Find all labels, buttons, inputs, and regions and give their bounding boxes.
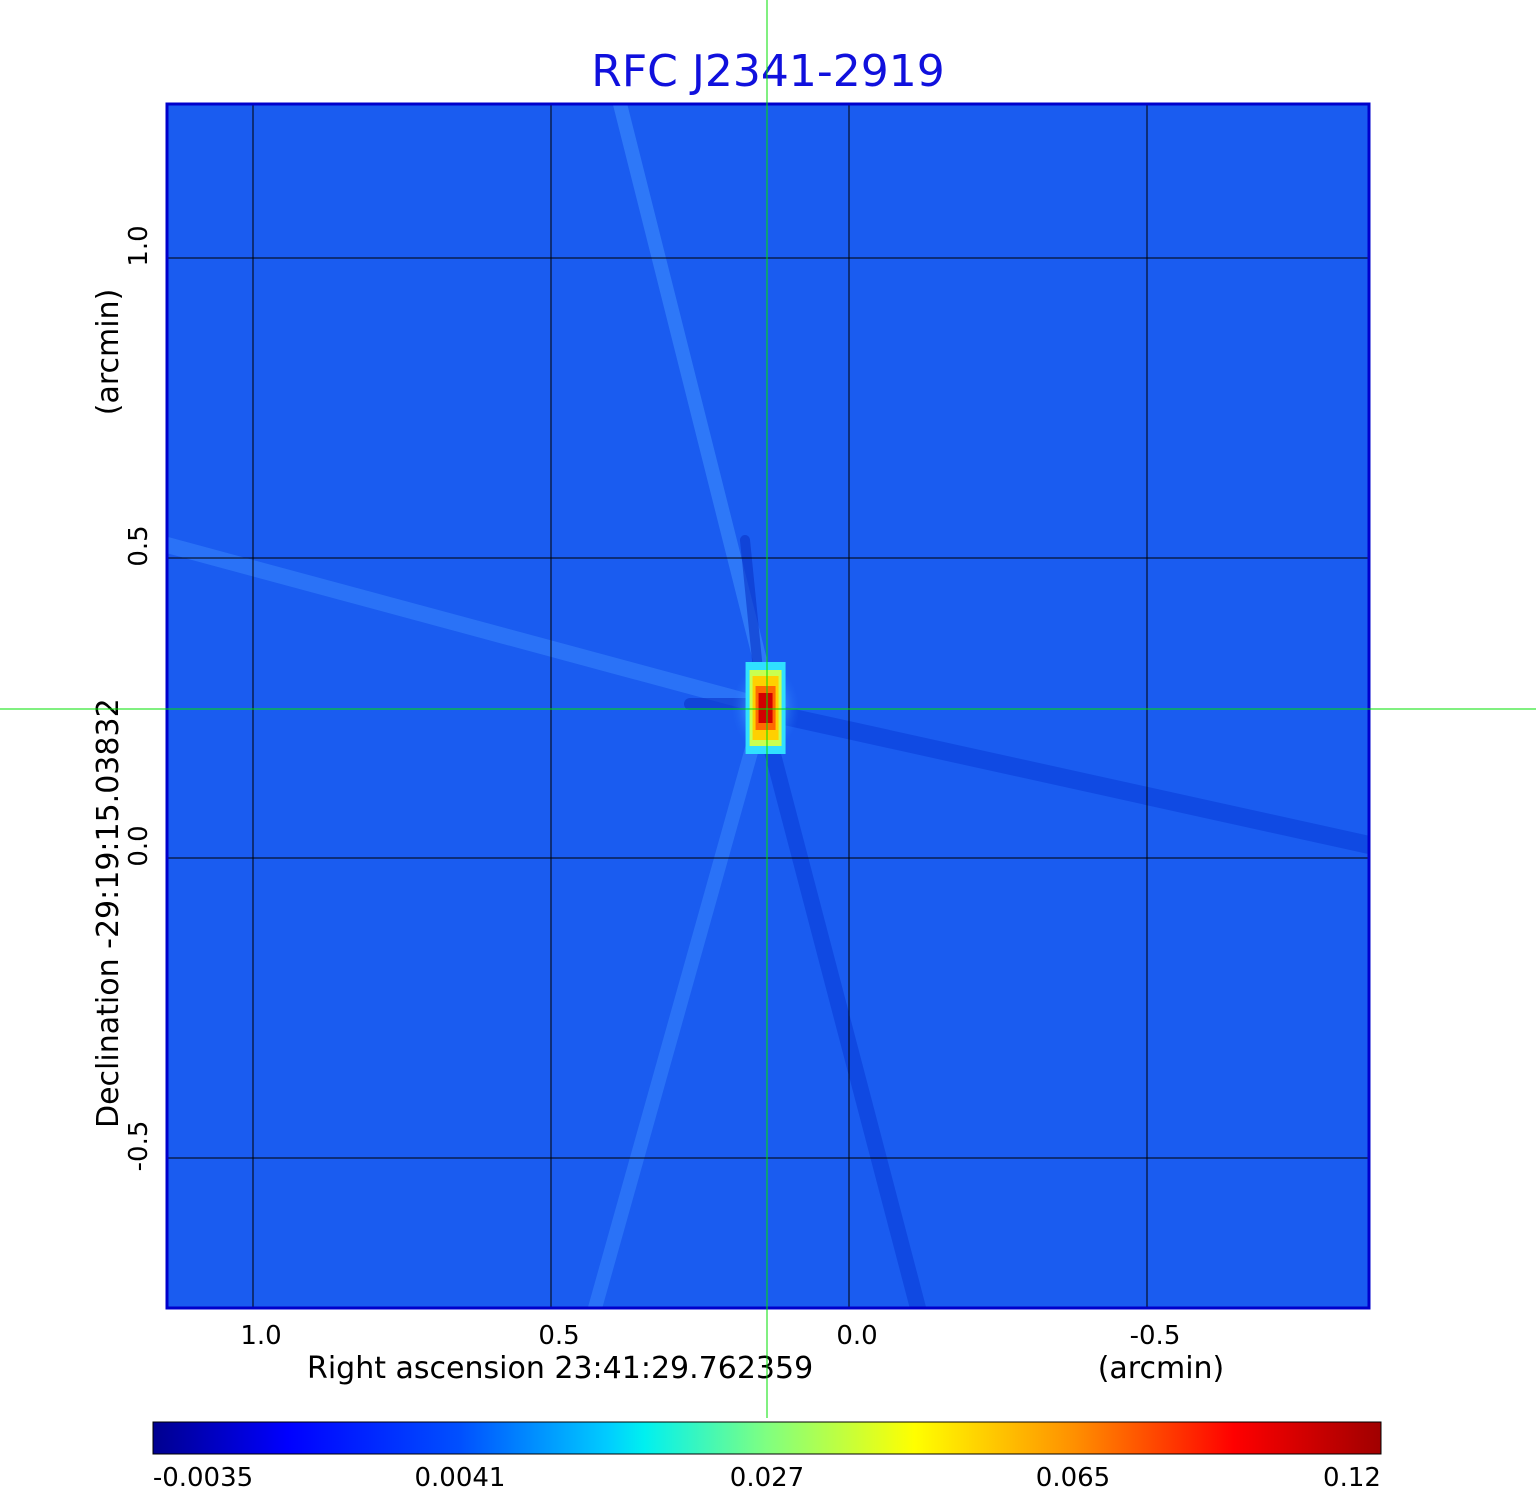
plot-area: [167, 104, 1369, 1308]
sidelobe-streaks: [167, 104, 1369, 1308]
plot-frame: [165, 102, 1371, 1310]
grid-lines: [167, 104, 1369, 1308]
x-axis-label: Right ascension 23:41:29.762359: [307, 1351, 813, 1386]
y-tick-label: -0.5: [124, 1121, 154, 1172]
y-tick-labels: 1.0 0.5 0.0 -0.5: [124, 225, 154, 1171]
source-peak: [731, 662, 800, 754]
y-axis-label: Declination -29:19:15.03832: [91, 698, 126, 1128]
sidelobe-streak: [588, 713, 767, 1308]
colorbar-tick-label: 0.027: [730, 1463, 804, 1493]
sidelobe-streak: [771, 706, 1369, 854]
sidelobe-streak: [752, 697, 926, 1308]
source-core: [758, 693, 773, 723]
colorbar-tick-labels: -0.0035 0.0041 0.027 0.065 0.12: [153, 1463, 1381, 1493]
y-tick-label: 0.0: [124, 825, 154, 866]
colorbar: [152, 1421, 1382, 1455]
chart-title: RFC J2341-2919: [591, 46, 944, 97]
x-tick-label: 1.0: [240, 1321, 281, 1351]
sidelobe-streak: [167, 537, 768, 713]
sidelobe-streak: [613, 104, 777, 707]
colorbar-tick-label: 0.0041: [415, 1463, 506, 1493]
x-tick-label: -0.5: [1130, 1321, 1181, 1351]
colorbar-tick-label: 0.065: [1036, 1463, 1110, 1493]
x-tick-label: 0.0: [836, 1321, 877, 1351]
x-tick-label: 0.5: [538, 1321, 579, 1351]
y-tick-label: 1.0: [124, 225, 154, 266]
y-axis-unit: (arcmin): [91, 289, 126, 416]
y-tick-label: 0.5: [124, 525, 154, 566]
colorbar-tick-label: -0.0035: [153, 1463, 253, 1493]
colorbar-tick-label: 0.12: [1323, 1463, 1381, 1493]
x-tick-labels: 1.0 0.5 0.0 -0.5: [240, 1321, 1180, 1351]
x-axis-unit: (arcmin): [1098, 1351, 1225, 1386]
